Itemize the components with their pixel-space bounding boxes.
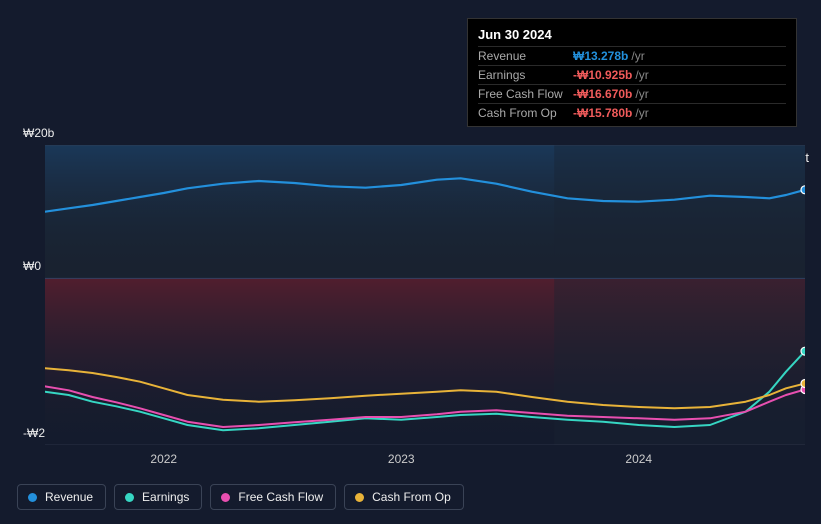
legend-item-label: Free Cash Flow [238, 490, 323, 504]
legend-item-cfo[interactable]: Cash From Op [344, 484, 464, 510]
legend-swatch-icon [221, 493, 230, 502]
tooltip-row-label: Cash From Op [478, 106, 573, 120]
tooltip-row-value: -₩10.925b [573, 68, 632, 82]
legend-item-revenue[interactable]: Revenue [17, 484, 106, 510]
chart-tooltip: Jun 30 2024 Revenue₩13.278b/yrEarnings-₩… [467, 18, 797, 127]
tooltip-row-suffix: /yr [635, 68, 648, 82]
chart-legend: Revenue Earnings Free Cash Flow Cash From O… [17, 484, 464, 510]
y-tick-label: ₩20b [23, 126, 54, 140]
tooltip-row-label: Free Cash Flow [478, 87, 573, 101]
tooltip-row-suffix: /yr [635, 106, 648, 120]
x-tick-label: 2022 [150, 452, 177, 466]
tooltip-row-value: -₩16.670b [573, 87, 632, 101]
x-tick-label: 2023 [388, 452, 415, 466]
tooltip-date: Jun 30 2024 [478, 25, 786, 46]
tooltip-row-value: -₩15.780b [573, 106, 632, 120]
legend-item-label: Earnings [142, 490, 189, 504]
tooltip-row: Earnings-₩10.925b/yr [478, 65, 786, 84]
y-tick-label: ₩0 [23, 259, 41, 273]
legend-item-earnings[interactable]: Earnings [114, 484, 202, 510]
tooltip-row-label: Earnings [478, 68, 573, 82]
tooltip-row-suffix: /yr [635, 87, 648, 101]
tooltip-row: Revenue₩13.278b/yr [478, 46, 786, 65]
tooltip-row-suffix: /yr [631, 49, 644, 63]
tooltip-row: Free Cash Flow-₩16.670b/yr [478, 84, 786, 103]
tooltip-row: Cash From Op-₩15.780b/yr [478, 103, 786, 122]
tooltip-row-label: Revenue [478, 49, 573, 63]
x-axis-labels: 2022 2023 2024 [45, 452, 805, 468]
legend-swatch-icon [355, 493, 364, 502]
legend-swatch-icon [28, 493, 37, 502]
legend-item-label: Revenue [45, 490, 93, 504]
legend-item-label: Cash From Op [372, 490, 451, 504]
tooltip-row-value: ₩13.278b [573, 49, 628, 63]
chart-plot [45, 145, 805, 445]
legend-swatch-icon [125, 493, 134, 502]
legend-item-fcf[interactable]: Free Cash Flow [210, 484, 336, 510]
x-tick-label: 2024 [625, 452, 652, 466]
